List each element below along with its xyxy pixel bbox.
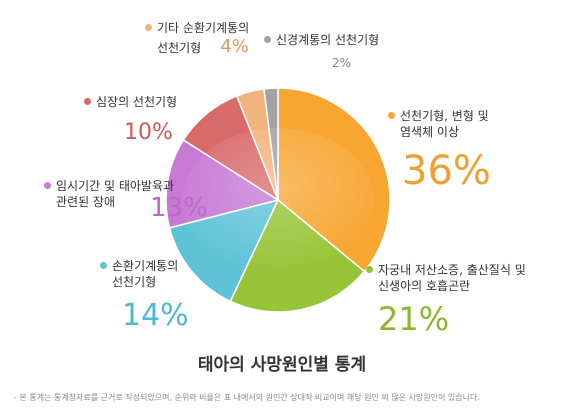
legend-pct-pregnancy: 13%	[150, 193, 208, 223]
legend-label-line1: 선천기형, 변형 및	[400, 109, 489, 123]
legend-item-pregnancy: 임시기간 및 태아발육과 관련된 장애	[44, 178, 174, 210]
legend-item-nervous: 신경계통의 선천기형 2%	[264, 32, 379, 70]
legend-label-line1: 기타 순환기계통의	[157, 21, 250, 35]
legend-pct: 21%	[378, 300, 450, 338]
footnote: - 본 통계는 통계청자료를 근거로 작성되었으며, 순위와 비율은 표 내에서…	[14, 393, 480, 402]
legend-pct: 10%	[124, 120, 173, 145]
legend-dot-icon	[100, 262, 107, 269]
legend-label-line1: 자궁내 저산소증, 출산질식 및	[378, 263, 526, 277]
legend-pct: 36%	[402, 148, 491, 194]
legend-item-circulatory: 손환기계통의 선천기형 14%	[100, 258, 189, 333]
legend-label-line2: 염색체 이상	[400, 125, 460, 139]
legend-dot-icon	[145, 24, 152, 31]
legend-pct: 2%	[332, 56, 352, 70]
legend-dot-icon	[366, 266, 373, 273]
legend-label-line1: 신경계통의 선천기형	[276, 33, 380, 47]
chart-title: 태아의 사망원인별 통계	[197, 355, 367, 375]
legend-item-congenital: 선천기형, 변형 및 염색체 이상 36%	[388, 108, 491, 194]
legend-label-line2: 관련된 장애	[56, 195, 116, 209]
legend-dot-icon	[44, 182, 51, 189]
legend-label-line2: 선천기형	[157, 41, 202, 55]
legend-pct: 4%	[220, 36, 249, 57]
legend-pct: 14%	[122, 298, 189, 333]
legend-item-hypoxia: 자궁내 저산소증, 출산질식 및 신생아의 호흡곤란 21%	[366, 262, 526, 338]
legend-label-line2: 신생아의 호흡곤란	[378, 279, 471, 293]
legend-dot-icon	[264, 36, 271, 43]
legend-label-line1: 임시기간 및 태아발육과	[56, 179, 175, 193]
legend-item-heart: 심장의 선천기형 10%	[84, 94, 177, 145]
legend-dot-icon	[388, 112, 395, 119]
legend-label-line1: 심장의 선천기형	[96, 95, 178, 109]
legend-item-other-circulatory: 기타 순환기계통의 선천기형 4%	[145, 20, 249, 57]
legend-dot-icon	[84, 98, 91, 105]
legend-label-line1: 손환기계통의	[112, 259, 179, 273]
legend-label-line2: 선천기형	[112, 275, 157, 289]
